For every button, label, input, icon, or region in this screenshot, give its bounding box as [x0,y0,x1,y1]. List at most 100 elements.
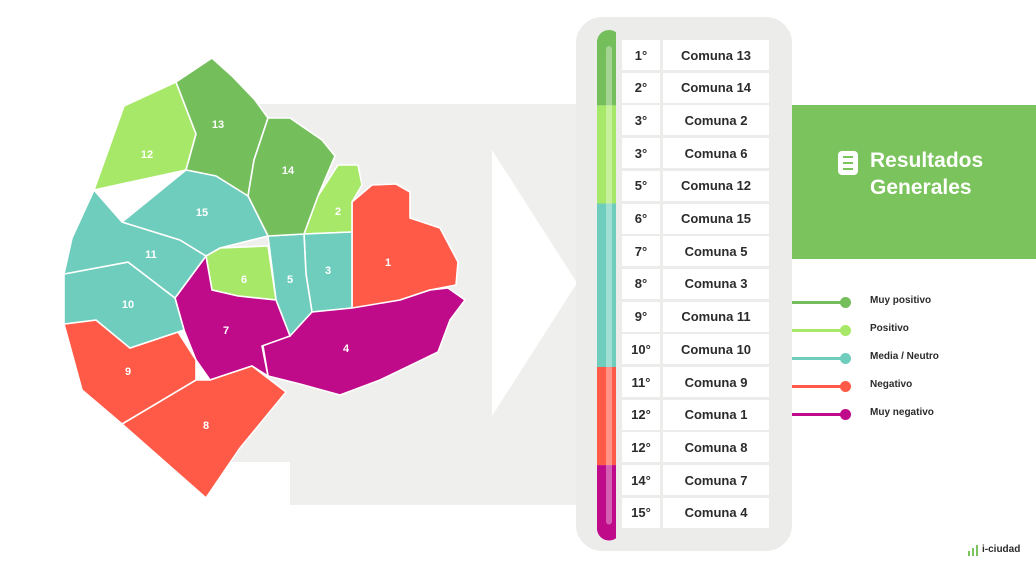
ranking-position: 1° [622,40,660,70]
title-line-1: Resultados [870,149,984,172]
legend-label: Positivo [870,323,909,334]
comuna-10-label: 10 [122,299,134,311]
ranking-comuna-name: Comuna 3 [663,268,769,299]
comuna-2-label: 2 [335,206,341,218]
ranking-position: 7° [622,236,660,267]
comuna-1-label: 1 [385,257,391,269]
thermometer-cap-top [597,30,616,54]
legend-label: Muy negativo [870,407,934,418]
thermometer-segment-positivo [597,105,616,204]
comuna-3-label: 3 [325,265,331,277]
comuna-6-label: 6 [241,274,247,286]
ranking-comuna-name: Comuna 1 [663,399,769,430]
legend-line [792,301,844,304]
comuna-14-label: 14 [282,165,295,177]
ranking-row: 10° Comuna 10 [576,334,792,366]
ranking-row: 9° Comuna 11 [576,301,792,334]
legend-line [792,385,844,388]
ranking-position: 5° [622,170,660,201]
thermometer-inner [606,46,612,525]
comuna-14-shape [247,117,336,237]
ranking-position: 3° [622,105,660,136]
ranking-comuna-name: Comuna 6 [663,138,769,169]
ranking-row: 6° Comuna 15 [576,203,792,236]
comuna-11-label: 11 [145,249,157,261]
ranking-row: 1° Comuna 13 [576,40,792,72]
comuna-5-label: 5 [287,274,293,286]
comuna-13-label: 13 [212,119,224,131]
ranking-comuna-name: Comuna 15 [663,203,769,234]
legend-dot [840,325,851,336]
page-title: Resultados Generales [870,147,983,201]
legend-dot [840,353,851,364]
legend-line [792,357,844,360]
ranking-row: 15° Comuna 4 [576,497,792,530]
ranking-position: 12° [622,399,660,430]
legend-line [792,329,844,332]
legend-dot [840,409,851,420]
comuna-7-label: 7 [223,325,229,337]
comuna-3-region: 3 [303,231,353,313]
legend-item-muy_negativo: Muy negativo [792,404,992,424]
legend-label: Muy positivo [870,295,932,306]
thermometer-cap-bottom [597,516,616,541]
thermometer-segment-negativo [597,367,616,466]
comuna-9-label: 9 [125,366,131,378]
title-line-2: Generales [870,176,972,199]
ranking-comuna-name: Comuna 4 [663,497,769,528]
ranking-row: 3° Comuna 2 [576,105,792,137]
ranking-row: 14° Comuna 7 [576,465,792,497]
comuna-15-region: 15 [121,169,269,257]
comuna-8-shape [121,365,287,499]
ranking-comuna-name: Comuna 11 [663,301,769,332]
ranking-position: 12° [622,432,660,463]
comuna-12-label: 12 [141,149,153,161]
brand-name: i-ciudad [982,544,1021,555]
thermometer-segment-muy_negativo [597,465,616,531]
thermometer-segment-neutro [597,203,616,367]
ranking-comuna-name: Comuna 12 [663,170,769,201]
ranking-position: 3° [622,138,660,169]
comuna-4-region: 4 [261,287,466,396]
legend-item-muy_positivo: Muy positivo [792,292,992,312]
comuna-15-shape [121,169,269,257]
ranking-row: 7° Comuna 5 [576,236,792,268]
thermometer-segment-muy_positivo [597,40,616,106]
ranking-thermometer [597,30,616,541]
ranking-row: 8° Comuna 3 [576,268,792,301]
document-icon [838,151,858,175]
ranking-comuna-name: Comuna 7 [663,465,769,496]
ranking-comuna-name: Comuna 9 [663,367,769,397]
ranking-position: 6° [622,203,660,234]
legend-item-positivo: Positivo [792,320,992,340]
ranking-position: 15° [622,497,660,528]
ranking-row: 12° Comuna 8 [576,432,792,464]
legend-dot [840,381,851,392]
comuna-4-label: 4 [343,343,350,355]
ranking-comuna-name: Comuna 8 [663,432,769,463]
legend-label: Media / Neutro [870,351,939,362]
legend-item-negativo: Negativo [792,376,992,396]
ranking-comuna-name: Comuna 10 [663,334,769,365]
ranking-row: 3° Comuna 6 [576,138,792,170]
comuna-8-label: 8 [203,420,209,432]
ranking-row: 5° Comuna 12 [576,170,792,203]
legend-item-neutro: Media / Neutro [792,348,992,368]
comuna-4-shape [261,287,466,396]
ranking-comuna-name: Comuna 14 [663,72,769,103]
legend-label: Negativo [870,379,913,390]
ranking-position: 9° [622,301,660,332]
ranking-comuna-name: Comuna 13 [663,40,769,70]
legend-dot [840,297,851,308]
legend-line [792,413,844,416]
ranking-comuna-name: Comuna 2 [663,105,769,136]
ranking-position: 2° [622,72,660,103]
comuna-15-label: 15 [196,207,208,219]
ranking-panel: 1° Comuna 13 2° Comuna 14 3° Comuna 2 3° Comuna… [576,17,792,551]
ranking-position: 10° [622,334,660,365]
ranking-comuna-name: Comuna 5 [663,236,769,267]
title-box: Resultados Generales [792,105,1036,259]
ranking-position: 14° [622,465,660,496]
ranking-position: 11° [622,367,660,397]
